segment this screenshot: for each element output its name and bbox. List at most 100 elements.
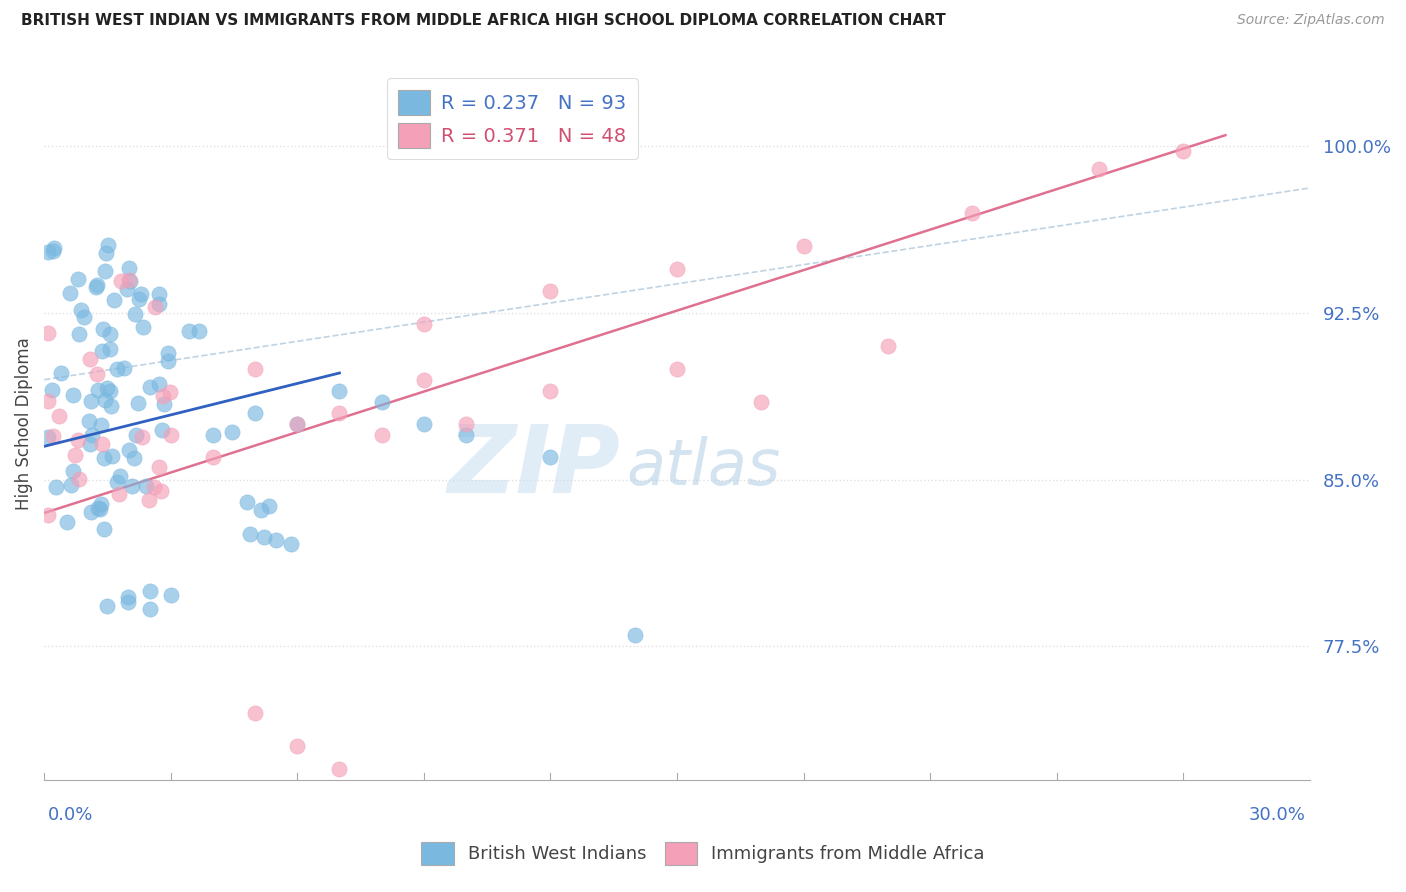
Point [117,591,139,605]
Point [105,475,128,489]
Point [91,322,114,336]
Text: Source: ZipAtlas.com: Source: ZipAtlas.com [1237,13,1385,28]
Point [454,417,477,431]
Point [93,392,115,407]
Point [98,342,121,356]
Point [142,480,165,494]
Point [48,409,70,423]
Point [80,505,103,519]
Point [67,433,90,447]
Point [138,583,160,598]
Point [285,417,308,431]
Point [264,533,287,548]
Point [90,497,112,511]
Point [665,361,688,376]
Point [159,588,181,602]
Point [538,284,561,298]
Point [412,317,434,331]
Point [159,384,181,399]
Point [148,287,170,301]
Point [143,300,166,314]
Point [42,244,65,258]
Point [138,493,160,508]
Point [63,448,86,462]
Point [962,206,984,220]
Point [132,319,155,334]
Point [257,500,280,514]
Point [110,274,132,288]
Point [82,428,104,442]
Text: 0.0%: 0.0% [48,806,94,824]
Point [86,280,108,294]
Point [665,261,688,276]
Point [91,343,114,358]
Point [37,508,59,523]
Point [69,302,91,317]
Point [122,450,145,465]
Point [127,395,149,409]
Point [201,450,224,465]
Point [153,397,176,411]
Point [37,430,59,444]
Text: atlas: atlas [626,436,780,498]
Point [221,425,243,440]
Y-axis label: High School Diploma: High School Diploma [15,338,32,510]
Point [41,384,63,398]
Point [87,501,110,516]
Point [67,472,90,486]
Point [877,339,900,353]
Point [37,394,59,409]
Point [118,260,141,275]
Point [86,384,108,398]
Point [96,599,118,614]
Text: ZIP: ZIP [447,421,620,513]
Point [98,384,121,398]
Point [117,282,139,296]
Point [93,522,115,536]
Point [128,293,150,307]
Legend: British West Indians, Immigrants from Middle Africa: British West Indians, Immigrants from Mi… [412,833,994,874]
Point [121,479,143,493]
Point [243,406,266,420]
Point [108,469,131,483]
Point [138,601,160,615]
Point [125,428,148,442]
Point [148,459,170,474]
Point [1173,144,1195,158]
Point [187,324,209,338]
Point [101,449,124,463]
Point [62,464,84,478]
Point [285,417,308,431]
Point [328,406,350,420]
Point [100,326,122,341]
Point [538,450,561,465]
Point [42,429,65,443]
Point [93,450,115,465]
Point [118,442,141,457]
Point [370,395,392,409]
Point [79,437,101,451]
Point [328,762,350,776]
Point [103,293,125,308]
Point [89,501,111,516]
Point [37,245,59,260]
Point [135,479,157,493]
Point [60,477,83,491]
Point [538,384,561,398]
Point [118,273,141,287]
Point [239,527,262,541]
Point [1088,161,1111,176]
Point [67,326,90,341]
Point [90,417,112,432]
Point [250,503,273,517]
Point [62,387,84,401]
Text: 30.0%: 30.0% [1249,806,1306,824]
Point [80,393,103,408]
Point [67,272,90,286]
Point [79,351,101,366]
Point [73,310,96,324]
Point [235,495,257,509]
Point [370,428,392,442]
Point [45,480,67,494]
Point [56,515,79,529]
